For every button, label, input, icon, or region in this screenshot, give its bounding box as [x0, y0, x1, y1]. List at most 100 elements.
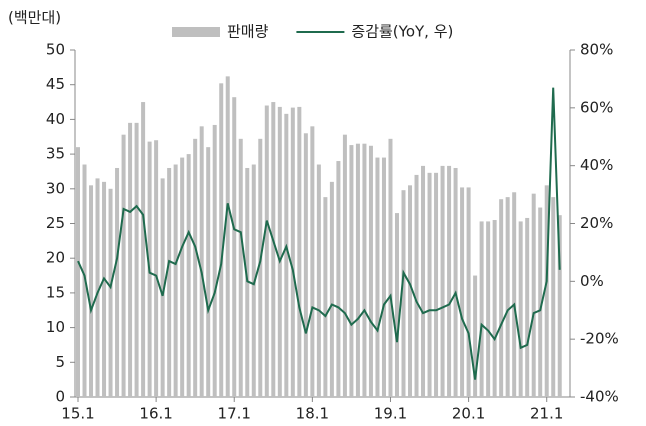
bar: [180, 157, 185, 397]
y2-tick-label: 20%: [580, 214, 613, 232]
bar: [362, 143, 367, 397]
line: [77, 87, 561, 380]
y-tick-label: 15: [46, 283, 65, 301]
bar: [121, 134, 126, 397]
bar: [238, 138, 243, 397]
bar: [297, 106, 302, 398]
bar: [551, 197, 556, 397]
bar: [499, 199, 504, 397]
bar: [160, 178, 165, 397]
bar: [199, 126, 204, 397]
bar: [525, 217, 530, 397]
bar: [316, 164, 321, 397]
x-tick-label: 15.1: [61, 405, 94, 423]
bar: [167, 167, 172, 397]
bar: [381, 157, 386, 397]
y2-tick-label: 80%: [580, 41, 613, 59]
y-tick-label: 50: [46, 41, 65, 59]
y-tick-label: 40: [46, 110, 65, 128]
bar: [128, 122, 133, 398]
x-tick-label: 21.1: [530, 405, 563, 423]
x-tick-label: 18.1: [296, 405, 329, 423]
bar: [434, 172, 439, 397]
bar: [512, 192, 517, 397]
bar: [115, 167, 120, 397]
bar: [219, 83, 224, 397]
bar: [303, 133, 308, 397]
bar: [466, 187, 471, 397]
bar: [538, 207, 543, 397]
bar: [134, 122, 139, 398]
bar: [544, 185, 549, 397]
y-tick-label: 10: [46, 318, 65, 336]
x-tick-label: 19.1: [374, 405, 407, 423]
bar: [447, 165, 452, 397]
y2-tick-label: -40%: [580, 388, 619, 406]
bar: [342, 134, 347, 397]
y-tick-label: 45: [46, 75, 65, 93]
bar: [284, 113, 289, 398]
bar: [232, 97, 237, 397]
bar: [141, 102, 146, 398]
bar: [258, 138, 263, 397]
bar: [486, 221, 491, 397]
y-tick-label: 30: [46, 179, 65, 197]
bar: [427, 172, 432, 397]
legend-label: 증감률(YoY, 우): [351, 23, 453, 41]
bar: [193, 138, 198, 397]
bar: [408, 185, 413, 397]
bar: [108, 188, 113, 397]
bar: [388, 138, 393, 397]
bar: [479, 221, 484, 397]
bar: [460, 187, 465, 397]
bar: [375, 157, 380, 397]
x-tick-label: 17.1: [218, 405, 251, 423]
bar: [394, 213, 399, 397]
y-unit: (백만대): [8, 9, 61, 27]
bar: [336, 161, 341, 397]
bar: [245, 167, 250, 397]
bar: [414, 174, 419, 397]
bar: [95, 178, 100, 397]
y-tick-label: 35: [46, 145, 65, 163]
bar: [154, 140, 159, 397]
bar: [76, 147, 80, 397]
bar: [368, 145, 373, 397]
bar: [557, 215, 562, 397]
bar: [310, 126, 315, 397]
bar: [186, 154, 191, 397]
legend-label: 판매량: [227, 23, 269, 41]
bar: [89, 185, 94, 397]
x-tick-label: 20.1: [452, 405, 485, 423]
y2-tick-label: 0%: [580, 272, 604, 290]
y-tick-label: 0: [55, 388, 65, 406]
bar: [206, 147, 211, 397]
y-tick-label: 5: [55, 353, 65, 371]
y-tick-label: 25: [46, 214, 65, 232]
y2-tick-label: -20%: [580, 330, 619, 348]
bar: [492, 220, 497, 397]
bar: [401, 190, 406, 397]
legend-swatch: [172, 27, 220, 37]
y2-tick-label: 40%: [580, 156, 613, 174]
bar: [421, 165, 426, 397]
bar: [518, 221, 523, 397]
bar: [290, 107, 295, 398]
y-tick-label: 20: [46, 249, 65, 267]
bar: [349, 145, 354, 397]
bar: [277, 106, 282, 398]
bar: [225, 76, 230, 397]
bar: [355, 143, 360, 397]
bar: [271, 102, 276, 398]
bar: [212, 124, 217, 398]
bar: [329, 181, 334, 397]
bar: [473, 275, 478, 397]
y2-tick-label: 60%: [580, 98, 613, 116]
bar: [453, 167, 458, 397]
x-tick-label: 16.1: [139, 405, 172, 423]
bar: [264, 105, 269, 398]
bar: [102, 181, 107, 397]
bar: [173, 164, 178, 397]
bar: [323, 197, 328, 397]
